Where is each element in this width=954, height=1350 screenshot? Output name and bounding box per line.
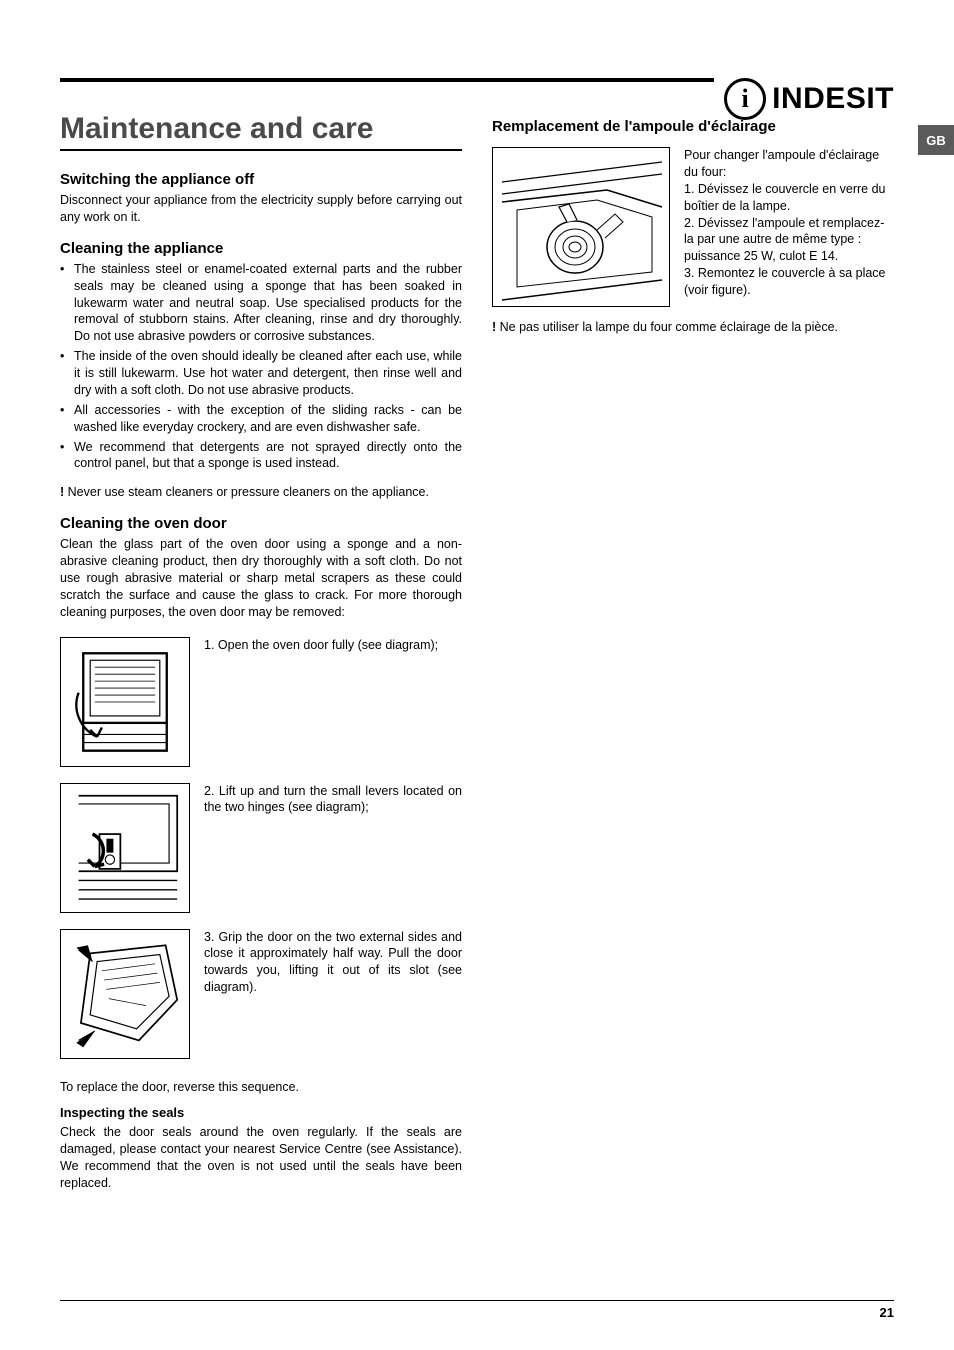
diagram-step3 [60,929,190,1059]
section-heading: Switching the appliance off [60,171,462,188]
left-column: Maintenance and care Switching the appli… [60,112,462,1192]
manual-page: i INDESIT GB Maintenance and care Switch… [0,0,954,1350]
warning-text: Never use steam cleaners or pressure cle… [64,485,429,499]
brand-icon: i [724,78,766,120]
list-item: All accessories - with the exception of … [74,402,462,436]
body-paragraph: Check the door seals around the oven reg… [60,1124,462,1192]
step-text: 2. Lift up and turn the small levers loc… [204,783,462,817]
brand-logo: i INDESIT [714,78,894,120]
step-text: 3. Grip the door on the two external sid… [204,929,462,997]
right-column: Remplacement de l'ampoule d'éclairage [492,112,894,1192]
diagram-lamp [492,147,670,307]
warning-note: ! Ne pas utiliser la lampe du four comme… [492,319,894,336]
lamp-instructions: Pour changer l'ampoule d'éclairage du fo… [684,147,894,299]
warning-note: ! Never use steam cleaners or pressure c… [60,484,462,501]
section-heading: Remplacement de l'ampoule d'éclairage [492,118,894,135]
content-columns: Maintenance and care Switching the appli… [60,112,894,1192]
list-item: The inside of the oven should ideally be… [74,348,462,399]
body-paragraph: To replace the door, reverse this sequen… [60,1079,462,1096]
diagram-step2 [60,783,190,913]
lamp-step: 2. Dévissez l'ampoule et remplacez-la pa… [684,215,894,266]
lamp-step: 3. Remontez le couvercle à sa place (voi… [684,265,894,299]
section-subheading: Inspecting the seals [60,1105,462,1120]
lamp-row: Pour changer l'ampoule d'éclairage du fo… [492,147,894,307]
section-heading: Cleaning the appliance [60,240,462,257]
lamp-intro: Pour changer l'ampoule d'éclairage du fo… [684,147,894,181]
lamp-step: 1. Dévissez le couvercle en verre du boî… [684,181,894,215]
diagram-step1 [60,637,190,767]
page-number: 21 [60,1300,894,1320]
header: i INDESIT [60,78,894,82]
brand-name: INDESIT [772,82,894,116]
page-title: Maintenance and care [60,112,462,151]
step-row: 1. Open the oven door fully (see diagram… [60,637,462,767]
warning-text: Ne pas utiliser la lampe du four comme é… [496,320,838,334]
list-item: We recommend that detergents are not spr… [74,439,462,473]
body-paragraph: Disconnect your appliance from the elect… [60,192,462,226]
language-badge: GB [918,125,954,155]
bullet-list: The stainless steel or enamel-coated ext… [60,261,462,473]
body-paragraph: Clean the glass part of the oven door us… [60,536,462,620]
section-heading: Cleaning the oven door [60,515,462,532]
step-text: 1. Open the oven door fully (see diagram… [204,637,462,654]
list-item: The stainless steel or enamel-coated ext… [74,261,462,345]
step-row: 2. Lift up and turn the small levers loc… [60,783,462,913]
step-row: 3. Grip the door on the two external sid… [60,929,462,1059]
